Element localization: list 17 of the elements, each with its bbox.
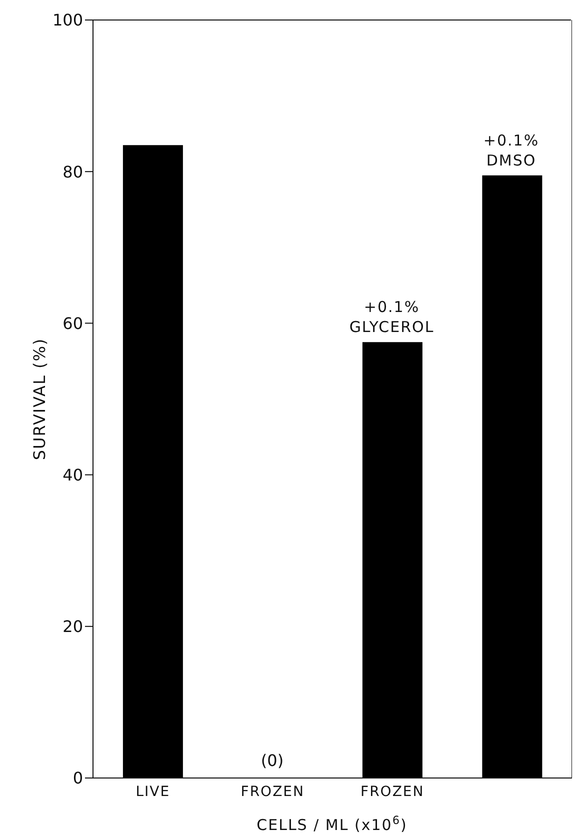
bar	[482, 175, 542, 778]
y-tick-label: 20	[62, 617, 83, 636]
y-tick-label: 40	[62, 465, 83, 484]
annotation: +0.1% DMSO	[483, 131, 540, 170]
data-label: (0)	[260, 751, 284, 770]
x-tick-label: LIVE	[136, 784, 170, 800]
x-tick-label: FROZEN	[360, 784, 424, 800]
bar	[362, 342, 422, 778]
y-axis-title: SURVIVAL (%)	[30, 338, 49, 460]
annotation: +0.1% GLYCEROL	[349, 298, 434, 336]
x-tick-label: FROZEN	[240, 784, 304, 800]
y-tick-label: 100	[52, 10, 83, 30]
bar	[122, 145, 183, 778]
y-tick-label: 80	[62, 162, 83, 182]
x-axis-title: CELLS / ML (x10$^{6}$)	[256, 814, 408, 834]
y-tick-label: 0	[72, 768, 83, 788]
y-tick-label: 60	[62, 314, 83, 333]
